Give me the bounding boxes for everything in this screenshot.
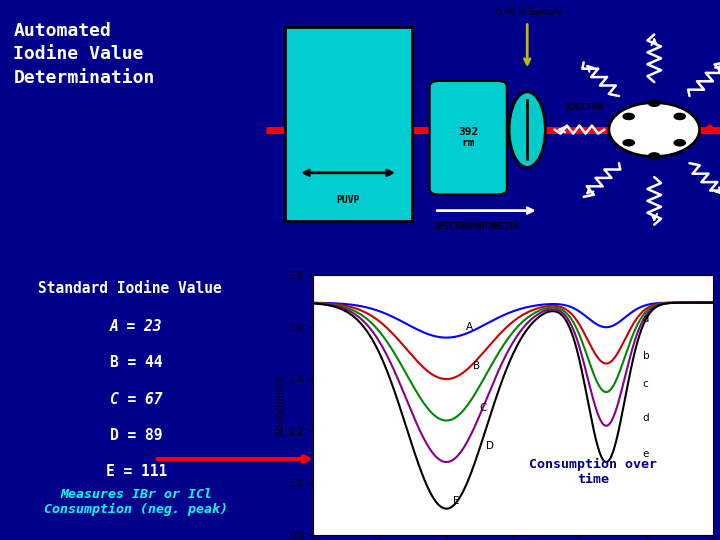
Text: Automated
Iodine Value
Determination: Automated Iodine Value Determination <box>14 22 155 87</box>
Text: B = 44: B = 44 <box>110 355 163 370</box>
Text: 0.06 rl Sample: 0.06 rl Sample <box>496 8 562 17</box>
Circle shape <box>648 99 660 107</box>
Circle shape <box>648 152 660 160</box>
Text: B: B <box>473 361 480 371</box>
Text: 392
rm: 392 rm <box>458 127 478 148</box>
Text: E: E <box>453 496 459 506</box>
Text: Standard Iodine Value: Standard Iodine Value <box>38 281 222 296</box>
Text: D: D <box>487 442 495 451</box>
Circle shape <box>673 113 686 120</box>
Y-axis label: Absorbance: Absorbance <box>276 374 286 436</box>
Text: C = 67: C = 67 <box>110 392 163 407</box>
Text: c: c <box>643 379 649 389</box>
Text: A: A <box>467 322 474 332</box>
Text: Consumption over
time: Consumption over time <box>529 458 657 487</box>
Text: b: b <box>643 351 649 361</box>
Circle shape <box>622 113 635 120</box>
Text: C: C <box>480 403 487 413</box>
Circle shape <box>622 139 635 146</box>
Bar <box>284 27 412 221</box>
Text: PUVP: PUVP <box>336 195 360 205</box>
Text: A = 23: A = 23 <box>110 319 163 334</box>
Text: e: e <box>643 449 649 459</box>
Circle shape <box>673 139 686 146</box>
Text: a: a <box>643 314 649 325</box>
Text: d: d <box>643 413 649 423</box>
Text: NJECTOR: NJECTOR <box>566 104 603 112</box>
Circle shape <box>609 103 700 157</box>
Ellipse shape <box>509 92 545 167</box>
FancyBboxPatch shape <box>430 81 507 194</box>
Text: Measures IBr or ICl
Consumption (neg. peak): Measures IBr or ICl Consumption (neg. pe… <box>44 488 228 516</box>
Text: D = 89: D = 89 <box>110 428 163 443</box>
Text: SPECTROPHOTOMETER: SPECTROPHOTOMETER <box>434 222 519 231</box>
Text: E = 111: E = 111 <box>106 464 167 480</box>
